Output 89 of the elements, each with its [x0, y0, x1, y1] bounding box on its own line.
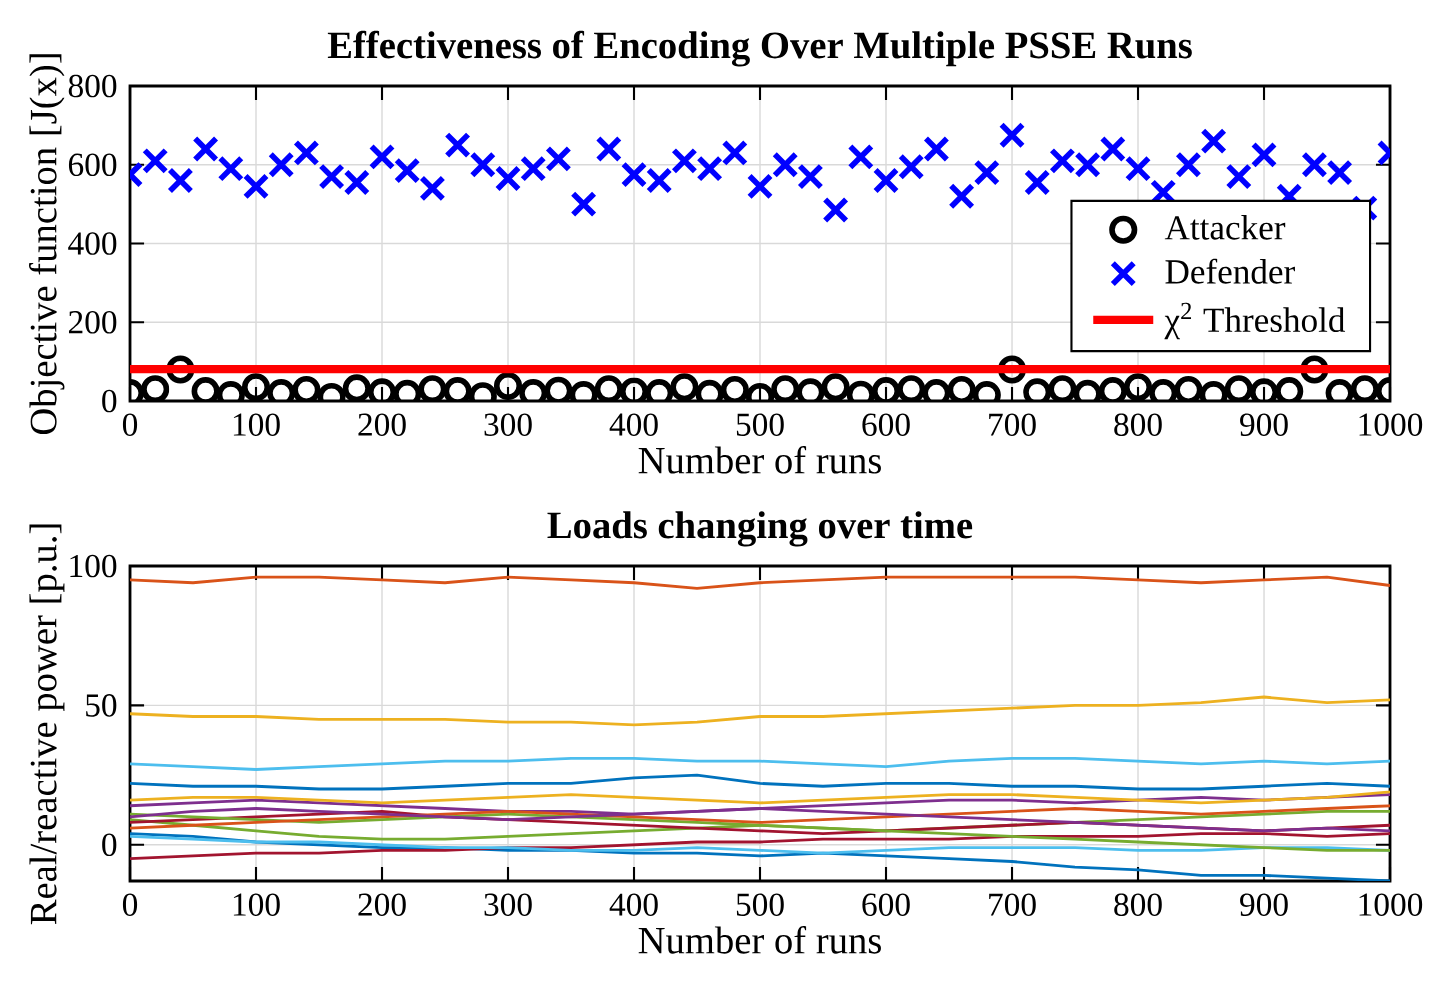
point [1301, 151, 1328, 178]
y-tick-label: 200 [68, 310, 117, 334]
x-tick-label: 200 [358, 893, 406, 916]
x-tick-label: 300 [484, 413, 532, 436]
point [1250, 141, 1278, 169]
y-tick-label: 0 [102, 389, 117, 413]
point [721, 139, 749, 167]
point [444, 131, 471, 159]
y-tick-label: 600 [68, 153, 117, 177]
x-tick-label: 600 [862, 893, 910, 916]
x-tick-label: 1000 [1359, 413, 1423, 436]
point [998, 121, 1026, 149]
point [419, 175, 446, 202]
point [771, 151, 799, 178]
x-tick-label: 500 [736, 413, 784, 436]
point [494, 165, 522, 192]
y-tick-label: 100 [70, 554, 117, 578]
x-tick-label: 700 [989, 893, 1036, 916]
point [897, 375, 926, 401]
point [594, 375, 623, 401]
point [519, 155, 547, 182]
point [923, 135, 950, 163]
x-tick-label: 100 [233, 413, 280, 436]
x-axis-title: Number of runs [638, 926, 881, 954]
point [1350, 375, 1379, 401]
x-axis-title: Number of runs [638, 446, 881, 474]
point [1124, 155, 1152, 182]
point [242, 173, 270, 200]
point [418, 375, 447, 401]
line-series [130, 773, 1391, 791]
legend-label: Attacker [1164, 214, 1286, 240]
x-tick-label: 100 [233, 893, 280, 916]
point [1224, 375, 1253, 401]
point [368, 143, 396, 171]
x-tick-label: 0 [122, 413, 138, 436]
point [671, 147, 698, 175]
point [141, 147, 169, 175]
point [746, 173, 774, 200]
x-tick-label: 900 [1240, 893, 1288, 916]
point [1225, 163, 1253, 190]
point [897, 153, 925, 180]
point [217, 155, 245, 182]
point [293, 139, 320, 167]
point [1023, 169, 1051, 196]
point [342, 374, 371, 401]
point [1175, 151, 1202, 178]
x-tick-label: 800 [1114, 413, 1162, 436]
x-tick-label: 700 [989, 413, 1036, 436]
x-tick-label: 0 [122, 893, 138, 916]
x-tick-label: 300 [484, 893, 532, 916]
y-tick-label: 0 [102, 833, 117, 857]
point [847, 143, 875, 171]
point [570, 190, 597, 218]
point [1099, 135, 1127, 163]
chart-title: Effectiveness of Encoding Over Multiple PSSE Runs [327, 30, 1192, 67]
point [545, 145, 572, 173]
y-tick-label: 50 [86, 694, 117, 717]
point [1048, 375, 1077, 401]
point [469, 151, 497, 178]
y-axis-title: Real/reactive power [p.u.] [29, 524, 65, 925]
point [822, 196, 849, 224]
point [192, 135, 219, 163]
point [872, 167, 900, 194]
point [1326, 159, 1353, 186]
point [771, 375, 800, 401]
y-tick-label: 800 [68, 74, 117, 98]
point [797, 163, 824, 190]
point [595, 135, 623, 163]
point [267, 151, 295, 178]
x-tick-label: 200 [358, 413, 406, 436]
point [1200, 127, 1227, 155]
y-tick-label: 400 [68, 232, 117, 255]
x-tick-label: 400 [609, 413, 658, 436]
point [393, 157, 421, 184]
point [167, 167, 194, 194]
x-tick-label: 1000 [1359, 893, 1423, 916]
chart-title: Loads changing over time [547, 511, 973, 547]
x-tick-label: 600 [862, 413, 910, 436]
point [696, 155, 723, 182]
x-tick-label: 800 [1114, 893, 1162, 916]
x-tick-label: 500 [736, 893, 784, 916]
x-tick-label: 900 [1240, 413, 1288, 436]
y-axis-title: Objective function [J(x)] [29, 54, 65, 435]
point [973, 159, 1001, 186]
legend-label: Defender [1165, 258, 1295, 284]
legend-label: χ$^{2}$ Threshold [1164, 302, 1346, 340]
point [948, 183, 975, 210]
x-tick-label: 400 [609, 893, 658, 916]
point [141, 375, 170, 401]
